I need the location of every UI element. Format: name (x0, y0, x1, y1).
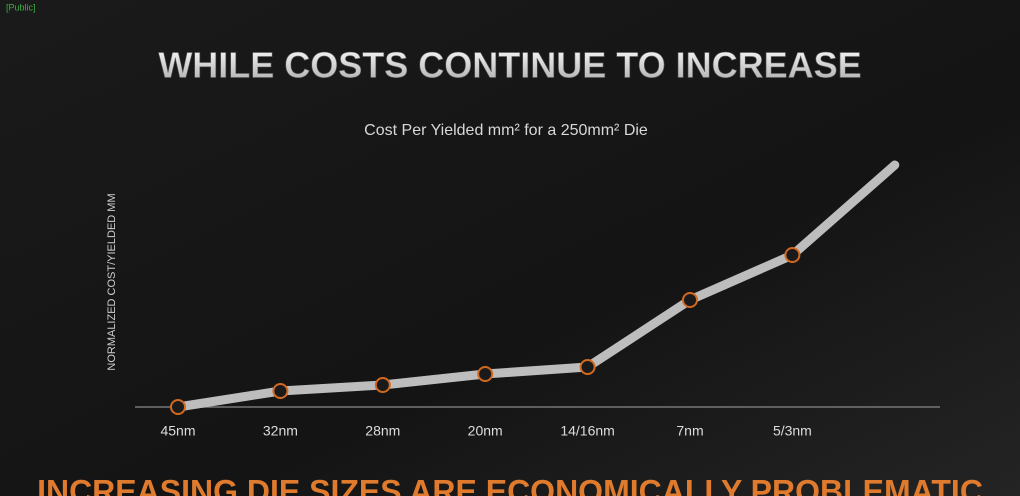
x-tick-label: 28nm (365, 423, 400, 439)
classification-tag: [Public] (6, 2, 36, 12)
data-point (170, 399, 186, 415)
data-point (579, 359, 596, 375)
data-point (272, 383, 289, 399)
data-point (477, 366, 494, 382)
x-tick-label: 45nm (160, 423, 195, 439)
data-point (682, 292, 698, 308)
chart-title: WHILE COSTS CONTINUE TO INCREASE (158, 45, 861, 86)
data-point (784, 247, 801, 263)
x-tick-label: 14/16nm (560, 423, 614, 439)
x-tick-label: 7nm (676, 423, 703, 439)
y-axis-label: NORMALIZED COST/YIELDED MM (106, 193, 118, 370)
data-line (173, 160, 900, 412)
footer-text: INCREASING DIE SIZES ARE ECONOMICALLY PR… (37, 473, 983, 496)
chart-subtitle: Cost Per Yielded mm² for a 250mm² Die (364, 122, 648, 139)
x-tick-label: 20nm (468, 423, 503, 439)
x-tick-label: 32nm (263, 423, 298, 439)
data-point (374, 377, 391, 393)
plot: 45nm 32nm 28nm 20nm 14/16nm 7nm 5/3nm (160, 160, 900, 439)
x-tick-label: 5/3nm (773, 423, 812, 439)
